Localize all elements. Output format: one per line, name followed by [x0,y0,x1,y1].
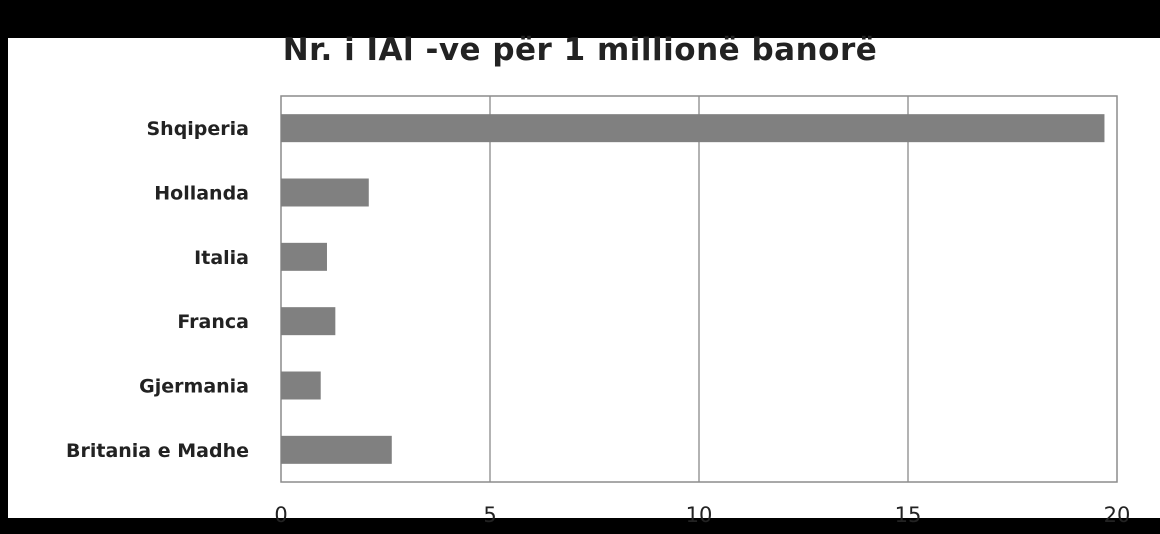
x-tick-label: 5 [483,503,496,527]
x-tick-label: 15 [895,503,922,527]
category-labels: Shqiperia Hollanda Italia Franca Gjermania Br… [66,118,249,462]
category-label: Gjermania [139,376,249,398]
category-label: Hollanda [154,183,249,205]
x-tick-label: 10 [686,503,713,527]
bar-franca [281,307,336,336]
bar-gjermania [281,371,321,400]
category-label: Britania e Madhe [66,440,249,462]
bar-shqiperia [281,114,1105,143]
chart-title: Nr. i IAl -ve për 1 millionë banorë [282,32,878,68]
plot-area-border [280,95,1118,483]
bar-hollanda [281,178,369,207]
category-label: Shqiperia [146,118,249,140]
x-tick-label: 20 [1104,503,1131,527]
plot-border [280,95,1118,483]
grid-lines [489,96,909,482]
category-label: Franca [177,311,249,333]
tick-labels: 0 5 10 15 20 [274,503,1130,527]
bar-britania-e-madhe [281,435,392,464]
bar-italia [281,242,327,271]
x-tick-label: 0 [274,503,287,527]
category-label: Italia [194,247,249,269]
bars [281,114,1105,464]
